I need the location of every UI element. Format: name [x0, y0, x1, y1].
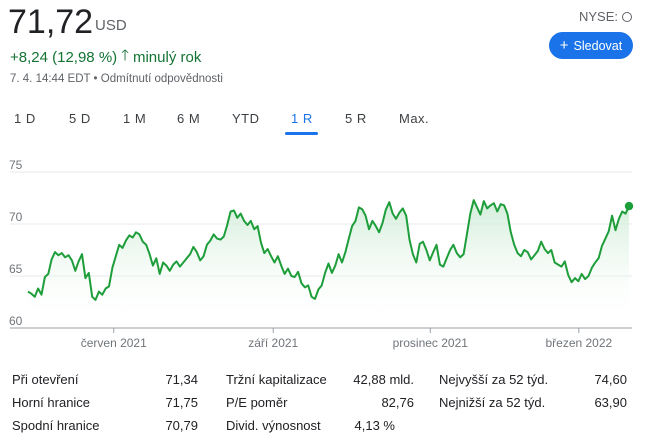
stat-value: 74,60	[594, 372, 627, 387]
y-tick-label: 65	[9, 262, 23, 276]
stat-label: Tržní kapitalizace	[226, 372, 327, 387]
stat-label: Nejvyšší za 52 týd.	[439, 372, 549, 387]
quote-meta: 7. 4. 14:44 EDT • Odmítnutí odpovědnosti	[10, 73, 223, 85]
y-tick-label: 60	[9, 314, 23, 328]
tab-5d[interactable]: 5 D	[69, 111, 91, 126]
tab-6m[interactable]: 6 M	[177, 111, 201, 126]
range-tabs: 1 D 5 D 1 M 6 M YTD 1 R 5 R Max.	[0, 108, 650, 138]
tab-1d[interactable]: 1 D	[14, 111, 36, 126]
stat-value: 4,13 %	[354, 418, 395, 433]
last-price-marker	[624, 201, 634, 211]
stat-label: Horní hranice	[12, 395, 91, 410]
stat-value: 82,76	[381, 395, 414, 410]
stat-value: 71,75	[165, 395, 198, 410]
tab-max[interactable]: Max.	[399, 111, 430, 126]
stat-label: Divid. výnosnost	[226, 418, 321, 433]
stat-label: Nejnižší za 52 týd.	[439, 395, 546, 410]
change-period: minulý rok	[132, 49, 202, 66]
stat-label: Při otevření	[12, 372, 79, 387]
disclaimer-link[interactable]: Odmítnutí odpovědnosti	[100, 73, 223, 85]
follow-button[interactable]: + Sledovat	[549, 32, 633, 59]
x-tick-label: září 2021	[248, 336, 298, 350]
tab-ytd[interactable]: YTD	[232, 111, 260, 126]
price-change: +8,24 (12,98 %) 🡑 minulý rok	[10, 45, 201, 70]
currency-label: USD	[95, 17, 127, 34]
x-tick-label: březen 2022	[545, 336, 612, 350]
stock-price: 71,72	[8, 3, 94, 41]
tab-1m[interactable]: 1 M	[123, 111, 147, 126]
market-status-icon	[622, 11, 632, 22]
follow-button-label: Sledovat	[573, 38, 623, 53]
tab-1y[interactable]: 1 R	[291, 111, 313, 126]
exchange-name: NYSE:	[578, 9, 618, 24]
x-tick-label: červen 2021	[81, 336, 147, 350]
stat-value: 42,88 mld.	[353, 372, 414, 387]
stat-label: P/E poměr	[226, 395, 288, 410]
y-tick-label: 75	[9, 158, 23, 172]
price-line	[27, 199, 630, 301]
arrow-up-icon: 🡑	[121, 47, 129, 64]
exchange-label: NYSE:	[579, 9, 632, 24]
meta-separator: •	[93, 73, 98, 85]
plus-icon: +	[559, 37, 569, 54]
active-tab-indicator	[285, 132, 318, 135]
stat-value: 63,90	[594, 395, 627, 410]
stat-value: 70,79	[165, 418, 198, 433]
stat-label: Spodní hranice	[12, 418, 100, 433]
stat-value: 71,34	[165, 372, 198, 387]
quote-timestamp: 7. 4. 14:44 EDT	[10, 73, 91, 85]
y-tick-label: 70	[9, 210, 23, 224]
tab-5y[interactable]: 5 R	[345, 111, 367, 126]
price-change-value: +8,24 (12,98 %)	[10, 49, 118, 66]
price-chart[interactable]: 75 70 65 60 červen 2021 září 2021 prosinec 20…	[0, 150, 650, 355]
x-tick-label: prosinec 2021	[393, 336, 469, 350]
